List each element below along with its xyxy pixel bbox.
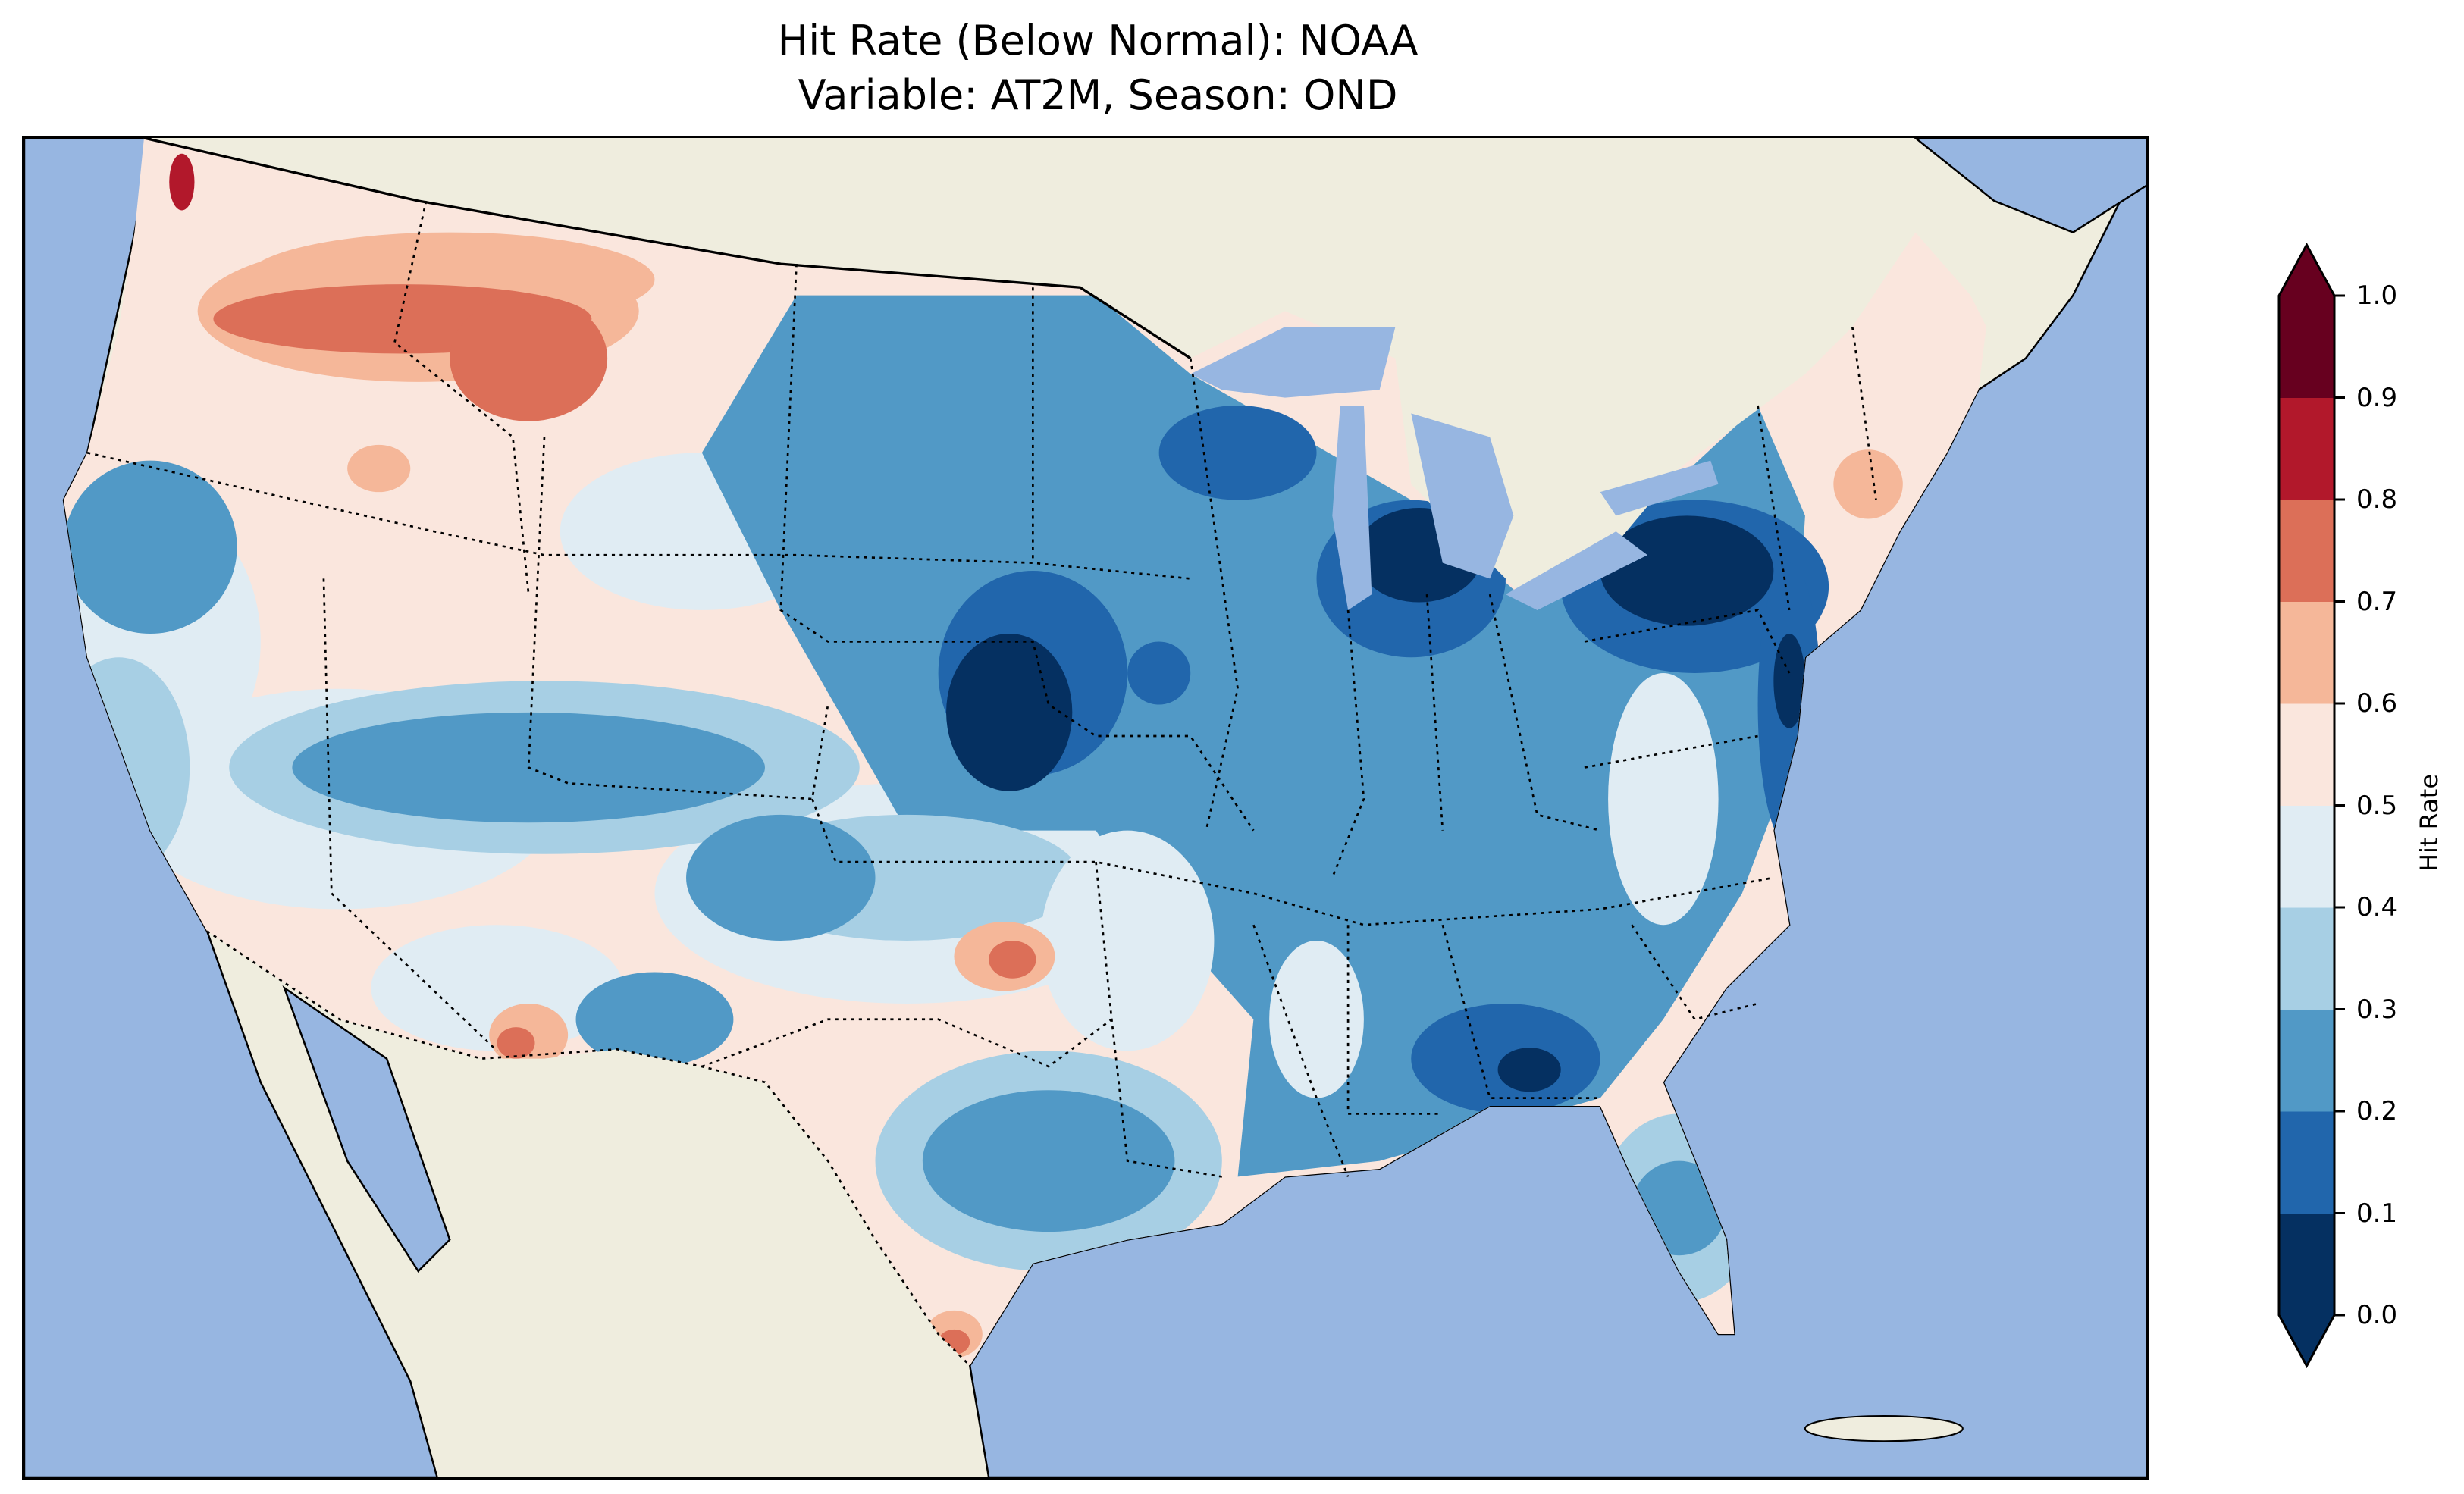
- colorbar-segment: [2279, 397, 2334, 500]
- colorbar-tick-label: 0.5: [2356, 790, 2398, 821]
- colorbar-tick-label: 0.7: [2356, 586, 2398, 617]
- pacific-ocean: [24, 138, 438, 1477]
- colorbar-segment: [2279, 1213, 2334, 1316]
- colorbar-tick-label: 0.2: [2356, 1096, 2398, 1126]
- colorbar-tick-label: 0.0: [2356, 1300, 2398, 1330]
- heat-region: [450, 295, 608, 421]
- colorbar-extend-max: [2279, 245, 2334, 296]
- colorbar-extend-min: [2279, 1315, 2334, 1366]
- colorbar-segment: [2279, 805, 2334, 908]
- colorbar-tick-label: 1.0: [2356, 280, 2398, 311]
- great-lakes: [1190, 327, 1719, 610]
- heat-region: [1269, 940, 1364, 1098]
- heat-region: [1833, 449, 1903, 519]
- colorbar-segment: [2279, 703, 2334, 806]
- map-plot: [22, 136, 2149, 1480]
- colorbar-segment: [2279, 601, 2334, 704]
- heat-region: [1040, 830, 1215, 1051]
- colorbar-segment: [2279, 1009, 2334, 1112]
- heat-region: [1600, 515, 1774, 626]
- chart-title-line1: Hit Rate (Below Normal): NOAA: [777, 17, 1419, 64]
- heat-region: [1608, 672, 1719, 926]
- colorbar-tick-label: 0.1: [2356, 1198, 2398, 1229]
- heat-region: [63, 460, 237, 634]
- us-canada-border: [143, 138, 1192, 360]
- colorbar: [2277, 242, 2345, 1369]
- heat-region: [1158, 405, 1317, 500]
- heat-region: [1497, 1048, 1561, 1092]
- heat-region: [347, 444, 411, 493]
- heat-region: [686, 814, 876, 941]
- heat-region: [989, 940, 1036, 979]
- colorbar-tick-label: 0.9: [2356, 382, 2398, 413]
- heat-region: [1127, 641, 1191, 705]
- heat-region: [169, 153, 195, 211]
- colorbar-tick-label: 0.3: [2356, 994, 2398, 1025]
- heat-region: [946, 634, 1073, 791]
- colorbar-segment: [2279, 296, 2334, 398]
- chart-title-line2: Variable: AT2M, Season: OND: [798, 71, 1398, 119]
- us-mexico-border: [206, 930, 971, 1367]
- state-borders: [86, 200, 1877, 1178]
- colorbar-segment: [2279, 1111, 2334, 1214]
- heat-region: [701, 295, 1805, 1177]
- colorbar-tick-label: 0.6: [2356, 688, 2398, 719]
- gulf-of-st-lawrence: [1914, 138, 2147, 233]
- colorbar-tick-label: 0.4: [2356, 892, 2398, 922]
- heat-region: [922, 1090, 1175, 1232]
- colorbar-segment: [2279, 907, 2334, 1010]
- gulf-of-california: [282, 985, 451, 1273]
- cuba: [1804, 1414, 1964, 1442]
- heat-region: [497, 1027, 535, 1059]
- colorbar-segment: [2279, 500, 2334, 602]
- heat-region: [575, 972, 734, 1067]
- colorbar-tick-label: 0.8: [2356, 484, 2398, 515]
- colorbar-label: Hit Rate: [2415, 773, 2444, 872]
